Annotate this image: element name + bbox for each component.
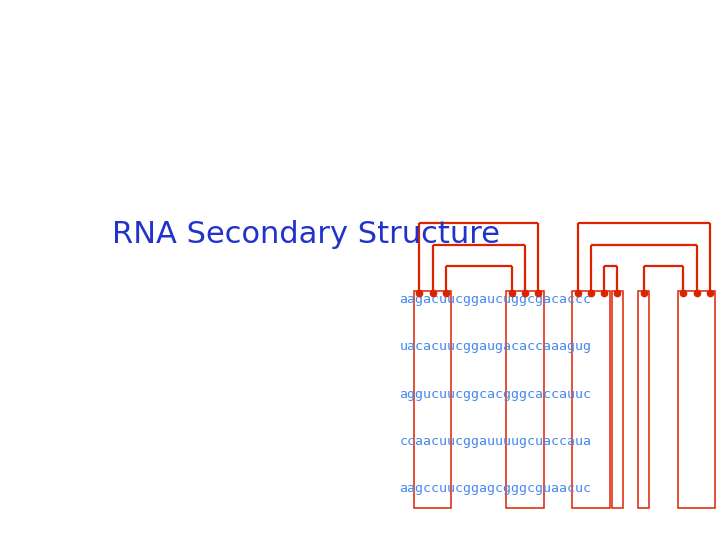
Text: uacacuucggaugacaccaaagug: uacacuucggaugacaccaaagug (400, 340, 592, 354)
Bar (414, 291, 451, 508)
Bar (572, 291, 610, 508)
Text: aagccuucggagcgggcguaacuc: aagccuucggagcgggcguaacuc (400, 482, 592, 495)
Bar (506, 291, 544, 508)
Text: aggucuucggcacgggcaccauuc: aggucuucggcacgggcaccauuc (400, 388, 592, 401)
Text: RNA Secondary Structure: RNA Secondary Structure (112, 220, 500, 249)
Bar (612, 291, 623, 508)
Bar (638, 291, 649, 508)
Text: aagacuucggaucuggcgacaccc: aagacuucggaucuggcgacaccc (400, 293, 592, 306)
Bar (678, 291, 716, 508)
Text: ccaacuucggauuuugcuaccaua: ccaacuucggauuuugcuaccaua (400, 435, 592, 448)
